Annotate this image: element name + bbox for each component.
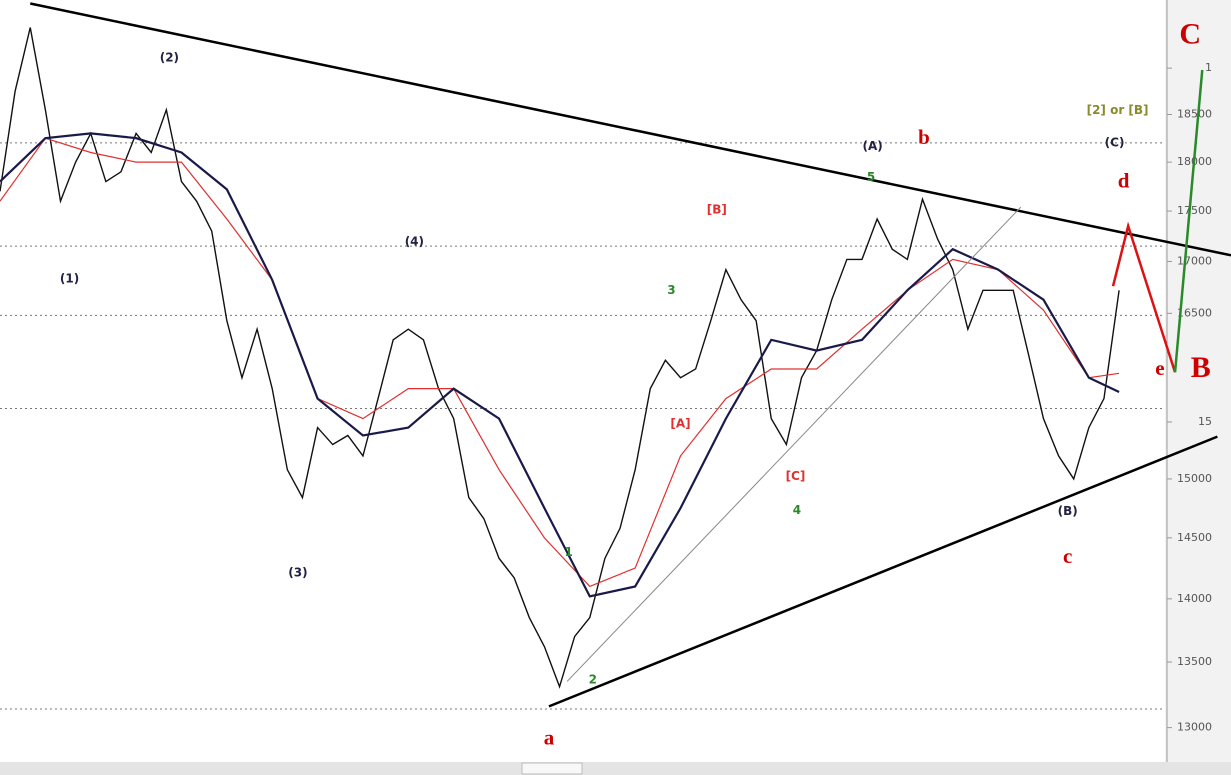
y-tick-label: 15 bbox=[1198, 415, 1212, 428]
wave-label: (C) bbox=[1105, 135, 1125, 149]
wave-label: B bbox=[1191, 351, 1211, 384]
y-tick-label: 14000 bbox=[1177, 592, 1212, 605]
y-tick-label: 14500 bbox=[1177, 531, 1212, 544]
wave-label: 3 bbox=[667, 283, 675, 297]
wave-label: 4 bbox=[793, 503, 801, 517]
y-tick-label: 1 bbox=[1205, 61, 1212, 74]
y-tick-label: 13500 bbox=[1177, 655, 1212, 668]
wave-label: (2) bbox=[160, 51, 179, 65]
y-tick-label: 15000 bbox=[1177, 472, 1212, 485]
y-tick-label: 17500 bbox=[1177, 204, 1212, 217]
series-line bbox=[0, 132, 1120, 598]
scroll-thumb[interactable] bbox=[521, 762, 583, 775]
y-tick-label: 17000 bbox=[1177, 254, 1212, 267]
trend-line bbox=[1173, 69, 1204, 373]
wave-label: (B) bbox=[1058, 504, 1078, 518]
wave-label: [A] bbox=[670, 417, 690, 431]
wave-label: (4) bbox=[405, 235, 424, 249]
series-line bbox=[0, 27, 1120, 689]
wave-label: [B] bbox=[707, 203, 727, 217]
wave-label: (3) bbox=[288, 565, 307, 579]
wave-label: 1 bbox=[564, 545, 572, 559]
wave-label: (A) bbox=[862, 139, 882, 153]
series-line bbox=[0, 137, 1120, 588]
wave-label: e bbox=[1155, 356, 1164, 380]
wave-label: [2] or [B] bbox=[1087, 103, 1149, 117]
wave-label: 5 bbox=[867, 170, 875, 184]
wave-label: (1) bbox=[60, 271, 79, 285]
y-tick-label: 16500 bbox=[1177, 306, 1212, 319]
trend-line bbox=[29, 2, 1231, 257]
trend-line bbox=[566, 206, 1022, 682]
wave-label: 2 bbox=[589, 673, 597, 687]
wave-label: [C] bbox=[786, 469, 806, 483]
trend-line bbox=[1111, 221, 1177, 373]
wave-label: c bbox=[1063, 544, 1072, 568]
wave-label: b bbox=[918, 125, 930, 149]
trend-line bbox=[548, 435, 1218, 708]
wave-label: a bbox=[544, 726, 555, 750]
scrollbar[interactable] bbox=[0, 762, 1231, 775]
wave-label: d bbox=[1118, 168, 1130, 192]
y-tick-label: 13000 bbox=[1177, 721, 1212, 734]
wave-label: C bbox=[1179, 17, 1201, 50]
y-tick-label: 18500 bbox=[1177, 107, 1212, 120]
